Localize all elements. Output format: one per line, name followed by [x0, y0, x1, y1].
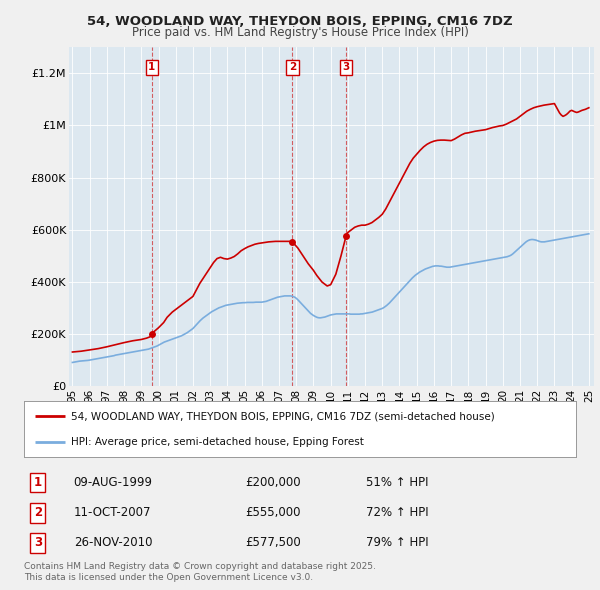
Text: 79% ↑ HPI: 79% ↑ HPI — [366, 536, 429, 549]
Text: Contains HM Land Registry data © Crown copyright and database right 2025.
This d: Contains HM Land Registry data © Crown c… — [24, 562, 376, 582]
Text: 26-NOV-2010: 26-NOV-2010 — [74, 536, 152, 549]
Text: 54, WOODLAND WAY, THEYDON BOIS, EPPING, CM16 7DZ (semi-detached house): 54, WOODLAND WAY, THEYDON BOIS, EPPING, … — [71, 411, 494, 421]
Text: 3: 3 — [34, 536, 42, 549]
Text: 1: 1 — [34, 476, 42, 489]
Text: 2: 2 — [34, 506, 42, 519]
Text: £555,000: £555,000 — [245, 506, 301, 519]
Text: HPI: Average price, semi-detached house, Epping Forest: HPI: Average price, semi-detached house,… — [71, 437, 364, 447]
Text: 3: 3 — [343, 63, 350, 73]
Text: £577,500: £577,500 — [245, 536, 301, 549]
Text: 11-OCT-2007: 11-OCT-2007 — [74, 506, 151, 519]
Text: 54, WOODLAND WAY, THEYDON BOIS, EPPING, CM16 7DZ: 54, WOODLAND WAY, THEYDON BOIS, EPPING, … — [87, 15, 513, 28]
Text: 1: 1 — [148, 63, 155, 73]
Text: £200,000: £200,000 — [245, 476, 301, 489]
Text: 72% ↑ HPI: 72% ↑ HPI — [366, 506, 429, 519]
Text: 09-AUG-1999: 09-AUG-1999 — [74, 476, 152, 489]
Text: 2: 2 — [289, 63, 296, 73]
Text: Price paid vs. HM Land Registry's House Price Index (HPI): Price paid vs. HM Land Registry's House … — [131, 26, 469, 39]
Text: 51% ↑ HPI: 51% ↑ HPI — [366, 476, 429, 489]
